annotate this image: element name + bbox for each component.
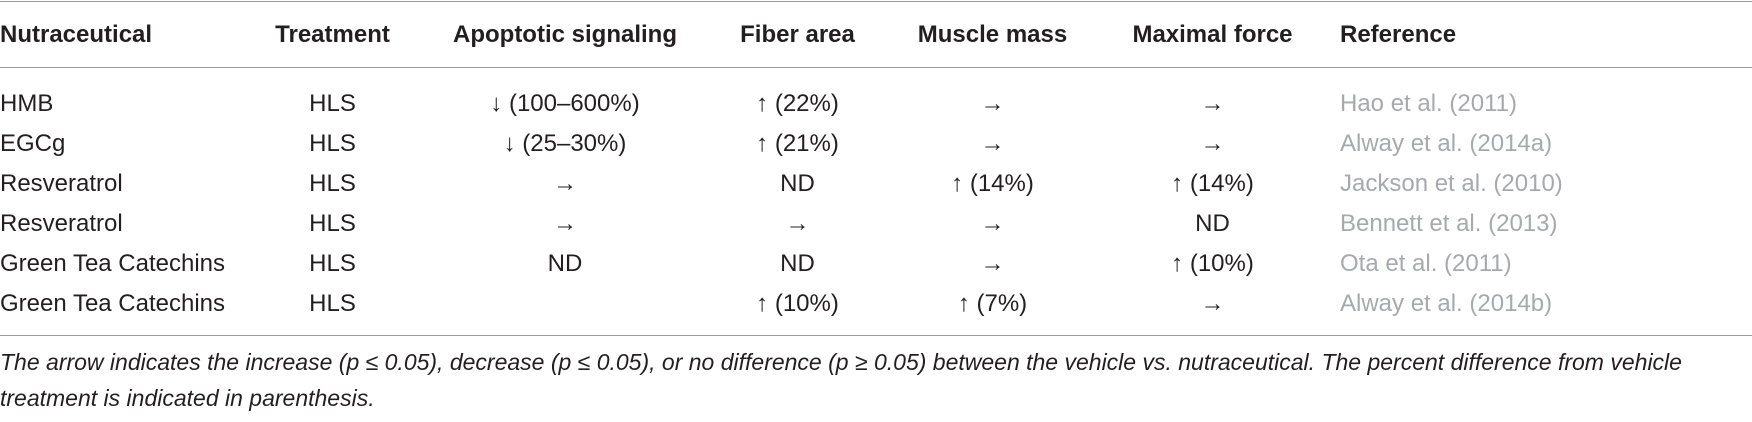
- header-apoptotic-signaling: Apoptotic signaling: [453, 21, 677, 48]
- cell-maximal-force: →: [1200, 130, 1225, 157]
- table-row: Green Tea Catechins HLS ND ND → ↑ (10%) …: [0, 244, 1752, 284]
- header-rule: [0, 67, 1752, 68]
- cell-maximal-force: →: [1200, 290, 1225, 317]
- cell-maximal-force: ND: [1195, 210, 1230, 237]
- cell-nutraceutical: Green Tea Catechins: [0, 290, 226, 317]
- reference-link[interactable]: Hao et al. (2011): [1340, 90, 1517, 117]
- cell-treatment: HLS: [309, 90, 356, 117]
- cell-nutraceutical: EGCg: [0, 130, 66, 157]
- cell-apoptotic-signaling: ND: [547, 250, 583, 277]
- cell-fiber-area: ↑ (10%): [756, 290, 839, 317]
- cell-muscle-mass: ↑ (14%): [951, 170, 1034, 197]
- cell-maximal-force: →: [1200, 90, 1225, 117]
- reference-link[interactable]: Ota et al. (2011): [1340, 250, 1512, 277]
- results-table: Nutraceutical Treatment Apoptotic signal…: [0, 2, 1752, 324]
- reference-link[interactable]: Jackson et al. (2010): [1340, 170, 1563, 197]
- header-fiber-area: Fiber area: [740, 21, 855, 48]
- cell-apoptotic-signaling: ↓ (25–30%): [503, 130, 627, 157]
- reference-link[interactable]: Bennett et al. (2013): [1340, 210, 1558, 237]
- table-row: EGCg HLS ↓ (25–30%) ↑ (21%) → → Alway et…: [0, 124, 1752, 164]
- bottom-rule: [0, 335, 1752, 336]
- cell-muscle-mass: ↑ (7%): [957, 290, 1028, 317]
- cell-treatment: HLS: [309, 210, 356, 237]
- cell-apoptotic-signaling: →: [553, 170, 577, 197]
- cell-muscle-mass: →: [980, 210, 1005, 237]
- table-footnote: The arrow indicates the increase (p ≤ 0.…: [0, 349, 1682, 411]
- cell-nutraceutical: Resveratrol: [0, 210, 123, 237]
- cell-muscle-mass: →: [980, 130, 1005, 157]
- header-muscle-mass: Muscle mass: [917, 21, 1068, 48]
- header-maximal-force: Maximal force: [1132, 21, 1293, 48]
- header-nutraceutical: Nutraceutical: [0, 21, 153, 48]
- reference-link[interactable]: Alway et al. (2014a): [1340, 130, 1553, 157]
- cell-fiber-area: ND: [780, 250, 815, 277]
- cell-nutraceutical: HMB: [0, 90, 54, 117]
- table-row: HMB HLS ↓ (100–600%) ↑ (22%) → → Hao et …: [0, 68, 1752, 124]
- table-row: Green Tea Catechins HLS ↑ (10%) ↑ (7%) →…: [0, 284, 1752, 324]
- cell-apoptotic-signaling: [435, 284, 695, 324]
- header-row: Nutraceutical Treatment Apoptotic signal…: [0, 2, 1752, 68]
- cell-apoptotic-signaling: →: [553, 210, 577, 237]
- cell-fiber-area: ↑ (21%): [756, 130, 839, 157]
- cell-nutraceutical: Green Tea Catechins: [0, 250, 226, 277]
- table-row: Resveratrol HLS → → → ND Bennett et al. …: [0, 204, 1752, 244]
- cell-nutraceutical: Resveratrol: [0, 170, 123, 197]
- cell-muscle-mass: →: [980, 90, 1005, 117]
- cell-treatment: HLS: [309, 250, 356, 277]
- header-reference: Reference: [1340, 21, 1457, 48]
- cell-maximal-force: ↑ (14%): [1171, 170, 1254, 197]
- cell-maximal-force: ↑ (10%): [1171, 250, 1254, 277]
- reference-link[interactable]: Alway et al. (2014b): [1340, 290, 1553, 317]
- table-row: Resveratrol HLS → ND ↑ (14%) ↑ (14%) Jac…: [0, 164, 1752, 204]
- cell-muscle-mass: →: [980, 250, 1005, 277]
- cell-treatment: HLS: [309, 130, 356, 157]
- cell-treatment: HLS: [309, 170, 356, 197]
- cell-fiber-area: ↑ (22%): [756, 90, 839, 117]
- cell-apoptotic-signaling: ↓ (100–600%): [490, 90, 640, 117]
- cell-fiber-area: →: [785, 210, 810, 237]
- cell-fiber-area: ND: [780, 170, 815, 197]
- top-rule: [0, 1, 1752, 2]
- cell-treatment: HLS: [309, 290, 356, 317]
- header-treatment: Treatment: [275, 21, 390, 48]
